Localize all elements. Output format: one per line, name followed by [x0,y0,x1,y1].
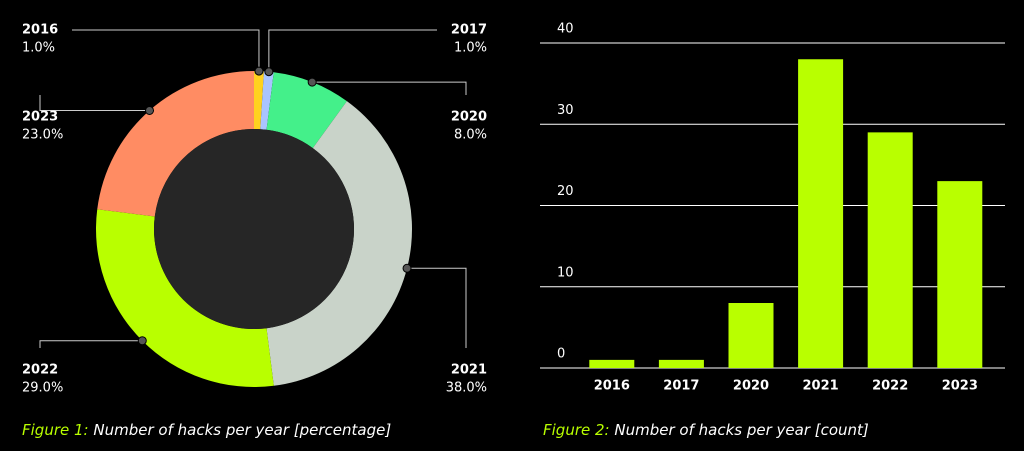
x-tick-label: 2017 [663,379,699,394]
legend-label: 2016 [22,23,58,38]
callout-line [407,267,467,348]
legend-label: 2022 [22,363,58,378]
callout-line [312,81,467,95]
bar [658,359,704,368]
legend-label: 2020 [451,110,487,125]
y-tick-label: 0 [557,347,565,362]
caption-text: Number of hacks per year [percentage] [93,421,391,439]
value-label: 1.0% [454,41,487,56]
caption: Figure 1: Number of hacks per year [perc… [22,421,391,439]
donut-segment [254,71,264,130]
x-tick-label: 2016 [594,379,630,394]
x-tick-label: 2020 [733,379,769,394]
bar [798,59,844,368]
value-label: 8.0% [454,128,487,143]
donut-segment [260,71,274,130]
caption: Figure 2: Number of hacks per year [coun… [543,421,869,439]
bar [937,181,983,368]
callout-dot [402,263,412,273]
legend-label: 2023 [22,110,58,125]
legend-label: 2017 [451,23,487,38]
value-label: 1.0% [22,41,55,56]
x-tick-label: 2023 [942,379,978,394]
donut-segment [266,101,413,386]
bar [728,303,774,368]
y-tick-label: 20 [557,184,574,199]
caption-label: Figure 2: [543,421,610,439]
bar [589,359,635,368]
callout-dot [307,77,317,87]
donut-segment [97,71,254,217]
y-tick-label: 10 [557,265,574,280]
x-tick-label: 2021 [803,379,839,394]
callout-line [39,95,150,111]
donut-hole [154,129,354,329]
callout-dot [264,67,274,77]
donut-segment [266,72,347,149]
y-tick-label: 40 [557,22,574,37]
legend-label: 2021 [451,363,487,378]
callout-dot [145,105,155,115]
value-label: 23.0% [22,128,63,143]
callout-dot [137,336,147,346]
caption-text: Number of hacks per year [count] [614,421,869,439]
value-label: 38.0% [446,381,487,396]
callout-line [268,29,437,72]
x-tick-label: 2022 [872,379,908,394]
callout-line [39,340,143,348]
callout-line [72,29,260,72]
value-label: 29.0% [22,381,63,396]
donut-segment [95,209,274,387]
y-tick-label: 30 [557,103,574,118]
callout-dot [254,66,264,76]
caption-label: Figure 1: [22,421,89,439]
bar [867,132,913,368]
